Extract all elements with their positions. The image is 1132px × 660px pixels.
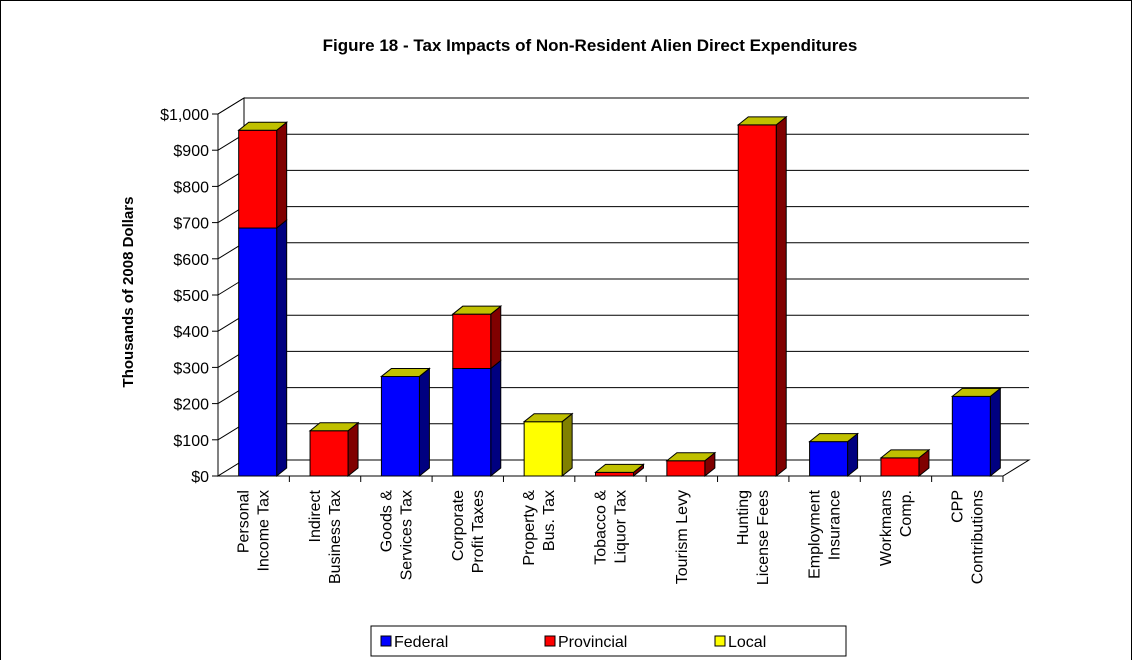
- bar-side: [490, 359, 502, 478]
- bar-top: [808, 433, 860, 443]
- legend-item-provincial: Provincial: [544, 634, 627, 651]
- bar-federal: [809, 441, 849, 477]
- x-tick-label: Personal Income Tax: [236, 490, 273, 572]
- y-axis: $0 $100 $200 $300 $400 $500 $600 $700 $800 $900 $1…: [160, 107, 219, 486]
- legend-label: Provincial: [558, 634, 627, 651]
- x-tick-label: Workmans Comp.: [878, 490, 915, 566]
- bar-provincial: [737, 124, 777, 477]
- bar-side: [276, 121, 288, 230]
- y-tick-label: $300: [173, 360, 209, 377]
- bar-top: [379, 367, 431, 377]
- bar-group: [665, 451, 717, 478]
- bar-group: [237, 121, 289, 478]
- bar-top: [522, 413, 574, 423]
- bars: [237, 115, 1002, 478]
- bar-group: [594, 463, 645, 478]
- legend-item-federal: Federal: [380, 634, 448, 651]
- bar-top: [308, 422, 360, 432]
- y-axis-label: Thousands of 2008 Dollars: [120, 197, 137, 388]
- bar-federal: [380, 375, 420, 477]
- bar-side: [490, 305, 502, 370]
- bar-provincial: [238, 129, 278, 229]
- x-tick-label: Indirect Business Tax: [307, 489, 344, 584]
- bar-group: [522, 412, 574, 478]
- bar-federal: [452, 367, 492, 477]
- bar-provincial: [452, 313, 492, 369]
- bar-provincial: [309, 430, 349, 477]
- bar-federal: [951, 395, 991, 477]
- legend-label: Federal: [394, 634, 448, 651]
- x-tick-label: Property & Bus. Tax: [521, 490, 558, 566]
- bar-group: [379, 367, 431, 478]
- y-tick-label: $1,000: [160, 107, 209, 124]
- bar-side: [989, 387, 1001, 478]
- bar-side: [347, 421, 359, 478]
- bar-group: [451, 305, 503, 478]
- bar-federal: [238, 227, 278, 477]
- y-tick-label: $200: [173, 397, 209, 414]
- y-tick-label: $900: [173, 143, 209, 160]
- y-tick-label: $600: [173, 252, 209, 269]
- bar-top: [237, 121, 289, 131]
- x-tick-label: Corporate Profit Taxes: [450, 490, 487, 573]
- chart-title: Figure 18 - Tax Impacts of Non-Resident …: [323, 36, 858, 55]
- bar-side: [276, 218, 288, 478]
- plot-area: [216, 97, 1031, 477]
- legend-swatch: [714, 635, 726, 647]
- legend-label: Local: [728, 634, 766, 651]
- x-tick-label: Hunting License Fees: [735, 490, 772, 585]
- bar-provincial: [595, 471, 634, 477]
- legend-item-local: Local: [714, 634, 766, 651]
- bar-local: [523, 421, 563, 477]
- x-axis: Personal Income Tax Indirect Business Tax Go…: [212, 475, 1004, 585]
- y-tick-label: $700: [173, 216, 209, 233]
- bar-group: [950, 387, 1002, 478]
- bar-provincial: [666, 460, 706, 477]
- y-tick-label: $100: [173, 433, 209, 450]
- gridline-side: [217, 97, 245, 115]
- bar-side: [561, 412, 573, 478]
- legend-box: [370, 625, 847, 657]
- x-tick-label: Tourism Levy: [674, 490, 691, 584]
- y-tick-label: $0: [191, 469, 209, 486]
- bar-top: [665, 452, 717, 462]
- legend-swatch: [544, 635, 556, 647]
- x-tick-label: CPP Contributions: [949, 490, 986, 584]
- bar-side: [775, 115, 787, 478]
- y-tick-label: $500: [173, 288, 209, 305]
- x-tick-label: Employment Insurance: [807, 489, 844, 578]
- bar-provincial: [880, 457, 920, 477]
- bar-group: [808, 432, 860, 478]
- legend: Federal Provincial Local: [370, 625, 847, 657]
- x-tick-label: Goods & Services Tax: [378, 490, 415, 581]
- bar-side: [418, 367, 430, 478]
- bar-top: [451, 305, 503, 315]
- bar-group: [308, 421, 360, 478]
- bar-top: [879, 449, 931, 459]
- legend-swatch: [380, 635, 392, 647]
- y-tick-label: $400: [173, 324, 209, 341]
- bar-group: [736, 115, 788, 478]
- bar-group: [879, 448, 931, 478]
- x-tick-label: Tobacco & Liquor Tax: [593, 490, 630, 565]
- bar-top: [594, 463, 645, 473]
- y-tick-label: $800: [173, 179, 209, 196]
- bar-top: [950, 387, 1002, 397]
- bar-top: [736, 116, 788, 126]
